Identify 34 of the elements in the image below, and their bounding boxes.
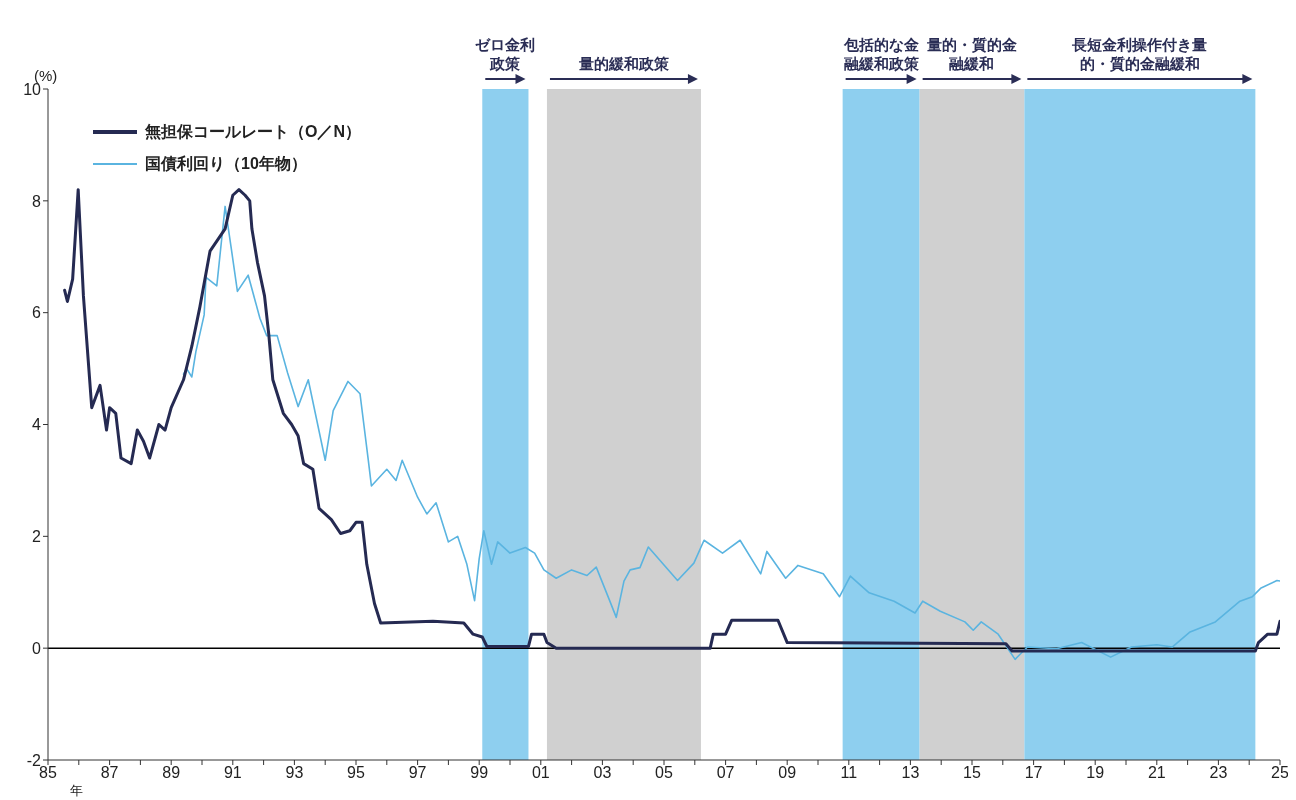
x-tick-label: 95 bbox=[347, 764, 365, 782]
x-tick-label: 13 bbox=[901, 764, 920, 782]
y-tick-label: 0 bbox=[32, 639, 42, 657]
x-tick-label: 15 bbox=[963, 764, 981, 782]
legend-label: 無担保コールレート（O／N） bbox=[145, 121, 361, 142]
x-tick-label: 05 bbox=[655, 764, 673, 782]
x-tick-label: 21 bbox=[1147, 764, 1166, 782]
y-tick-label: 8 bbox=[32, 192, 42, 210]
x-tick-label: 23 bbox=[1209, 764, 1228, 782]
x-tick-label: 03 bbox=[593, 764, 612, 782]
band-label: ゼロ金利政策 bbox=[474, 35, 537, 73]
x-tick-label: 99 bbox=[470, 764, 489, 782]
y-tick-label: 4 bbox=[32, 416, 42, 434]
x-tick-label: 87 bbox=[100, 764, 119, 782]
band-label: 量的緩和政策 bbox=[577, 54, 670, 73]
legend-label: 国債利回り（10年物） bbox=[145, 153, 307, 174]
x-tick-label: 07 bbox=[716, 764, 735, 782]
x-tick-label: 11 bbox=[840, 764, 858, 782]
x-tick-label: 09 bbox=[778, 764, 797, 782]
x-tick-label: 85 bbox=[39, 764, 57, 782]
x-tick-label: 25 bbox=[1271, 764, 1289, 782]
band-label: 長短金利操作付き量的・質的金融緩和 bbox=[1071, 35, 1209, 73]
x-axis-title: 年 bbox=[70, 783, 83, 798]
x-tick-label: 89 bbox=[162, 764, 181, 782]
x-tick-label: 01 bbox=[531, 764, 550, 782]
x-tick-label: 91 bbox=[223, 764, 242, 782]
x-tick-label: 17 bbox=[1024, 764, 1043, 782]
y-tick-label: 2 bbox=[32, 528, 42, 546]
band-label: 包括的な金融緩和政策 bbox=[842, 35, 920, 73]
y-tick-label: 6 bbox=[32, 304, 42, 322]
x-tick-label: 19 bbox=[1086, 764, 1105, 782]
x-tick-label: 97 bbox=[408, 764, 427, 782]
x-tick-label: 93 bbox=[285, 764, 304, 782]
band-label: 量的・質的金融緩和 bbox=[926, 35, 1018, 73]
